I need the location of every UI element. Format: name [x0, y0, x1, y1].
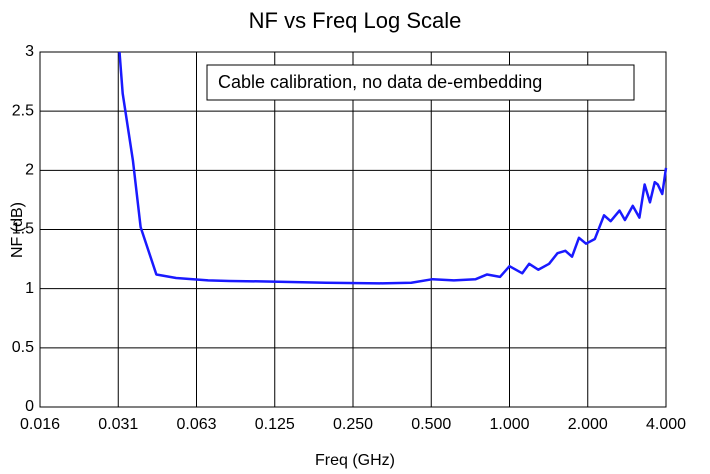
- x-tick-label: 4.000: [646, 416, 686, 433]
- y-tick-label: 2.5: [12, 102, 34, 119]
- x-tick-label: 0.125: [255, 416, 295, 433]
- y-tick-label: 2: [25, 162, 34, 179]
- x-tick-label: 1.000: [489, 416, 529, 433]
- y-tick-label: 0: [25, 398, 34, 415]
- y-tick-label: 1.5: [12, 221, 34, 238]
- data-line: [118, 51, 668, 285]
- chart-title: NF vs Freq Log Scale: [249, 8, 462, 33]
- x-tick-label: 0.063: [176, 416, 216, 433]
- x-tick-label: 0.250: [333, 416, 373, 433]
- plot-border: [39, 51, 667, 408]
- y-tick-label: 0.5: [12, 339, 34, 356]
- y-tick-label: 1: [25, 280, 34, 297]
- annotation-box: [206, 64, 635, 101]
- annotation: Cable calibration, no data de-embedding: [218, 72, 542, 92]
- y-tick-label: 3: [25, 43, 34, 60]
- x-tick-label: 0.031: [98, 416, 138, 433]
- x-axis-label: Freq (GHz): [315, 452, 395, 469]
- y-axis-label: NF (dB): [9, 202, 26, 258]
- x-tick-label: 0.500: [411, 416, 451, 433]
- x-tick-label: 0.016: [20, 416, 60, 433]
- x-tick-label: 2.000: [568, 416, 608, 433]
